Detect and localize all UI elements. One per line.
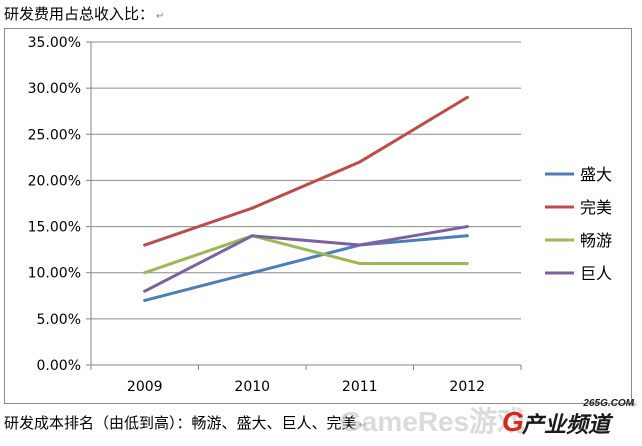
line-chart: 0.00% 5.00% 10.00% 15.00% 20.00% 25.00% 30.00%… xyxy=(28,35,612,395)
data-point xyxy=(143,289,147,293)
paragraph-mark-icon: ↵ xyxy=(156,11,165,22)
chart-caption: 研发费用占总收入比： ↵ xyxy=(4,4,164,27)
x-tick-label: 2012 xyxy=(449,379,485,395)
data-point xyxy=(250,234,254,238)
data-point xyxy=(143,243,147,247)
series-line-畅游 xyxy=(143,234,469,275)
watermark: GameRes游戏 265G.COM G 产业频道 xyxy=(340,398,640,444)
data-point xyxy=(250,271,254,275)
data-point xyxy=(465,261,469,265)
paragraph-mark-icon: ↵ xyxy=(358,420,367,431)
data-point xyxy=(143,271,147,275)
y-tick-label: 10.00% xyxy=(28,266,81,282)
y-tick-label: 5.00% xyxy=(37,312,81,328)
series-line-完美 xyxy=(143,95,469,247)
ranking-text: 研发成本排名（由低到高）：畅游、盛大、巨人、完美 xyxy=(4,414,357,432)
anchor-mark-icon: + xyxy=(630,400,638,410)
y-tick-label: 30.00% xyxy=(28,81,81,97)
chart-frame: 0.00% 5.00% 10.00% 15.00% 20.00% 25.00% 30.00%… xyxy=(4,28,632,404)
watermark-text: GameRes游戏 xyxy=(340,406,526,437)
data-point xyxy=(358,243,362,247)
y-tick-label: 0.00% xyxy=(37,358,81,374)
data-point xyxy=(465,95,469,99)
data-point xyxy=(250,206,254,210)
series-line-巨人 xyxy=(143,225,469,293)
legend-label: 盛大 xyxy=(580,165,612,184)
series-line-盛大 xyxy=(143,234,469,302)
legend-label: 巨人 xyxy=(580,264,612,283)
caption-text: 研发费用占总收入比： xyxy=(4,5,155,23)
legend-label: 畅游 xyxy=(580,231,612,250)
y-tick-label: 35.00% xyxy=(28,35,81,51)
data-point xyxy=(143,298,147,302)
watermark-logo-icon: G xyxy=(502,406,524,437)
x-tick-label: 2009 xyxy=(127,379,163,395)
x-tick-label: 2010 xyxy=(234,379,270,395)
data-point xyxy=(465,234,469,238)
watermark-logo-text: 产业频道 xyxy=(522,412,611,437)
data-point xyxy=(465,225,469,229)
legend-label: 完美 xyxy=(580,198,612,217)
data-point xyxy=(358,261,362,265)
ranking-caption: 研发成本排名（由低到高）：畅游、盛大、巨人、完美 ↵ xyxy=(4,413,367,436)
y-tick-label: 20.00% xyxy=(28,173,81,189)
x-tick-label: 2011 xyxy=(342,379,378,395)
y-tick-label: 15.00% xyxy=(28,220,81,236)
data-point xyxy=(358,160,362,164)
y-tick-label: 25.00% xyxy=(28,127,81,143)
